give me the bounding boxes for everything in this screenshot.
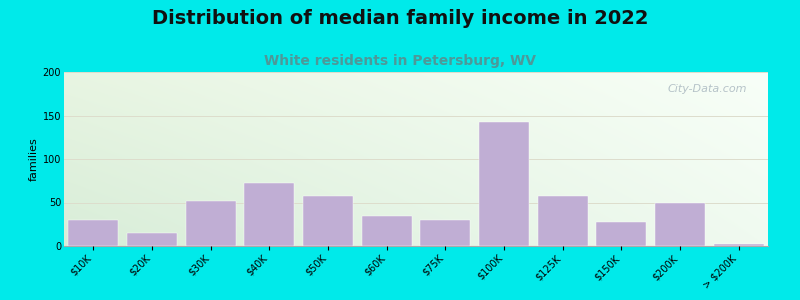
Bar (421, 220, 470, 246)
Text: City-Data.com: City-Data.com (667, 84, 747, 94)
Bar (714, 244, 763, 246)
Bar (479, 122, 529, 246)
Bar (186, 201, 235, 246)
Bar (245, 183, 294, 246)
Text: Distribution of median family income in 2022: Distribution of median family income in … (152, 9, 648, 28)
Bar (596, 222, 646, 246)
Bar (538, 196, 587, 246)
Bar (303, 196, 353, 246)
Bar (127, 233, 177, 246)
Y-axis label: families: families (29, 137, 38, 181)
Bar (655, 202, 705, 246)
Text: White residents in Petersburg, WV: White residents in Petersburg, WV (264, 54, 536, 68)
Bar (362, 215, 411, 246)
Bar (69, 220, 118, 246)
